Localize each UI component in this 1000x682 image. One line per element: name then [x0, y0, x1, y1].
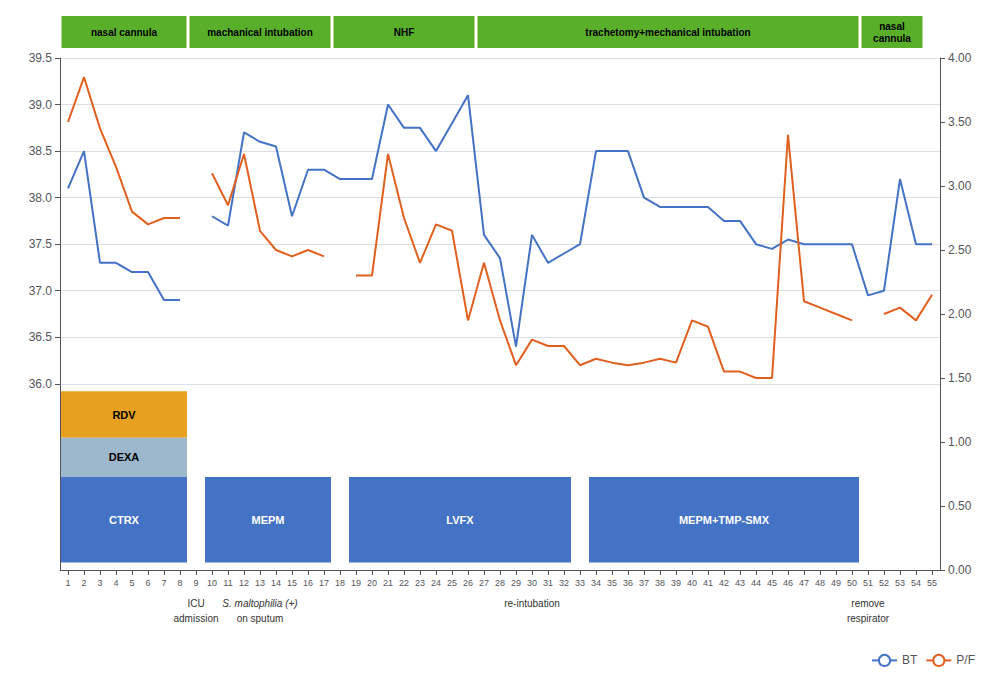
svg-text:0.00: 0.00 — [948, 563, 972, 577]
svg-text:49: 49 — [831, 578, 841, 588]
svg-text:5: 5 — [129, 578, 134, 588]
svg-text:6: 6 — [145, 578, 150, 588]
svg-text:P/F: P/F — [956, 653, 975, 667]
svg-text:45: 45 — [767, 578, 777, 588]
svg-text:1.00: 1.00 — [948, 435, 972, 449]
svg-text:24: 24 — [431, 578, 441, 588]
svg-text:NHF: NHF — [394, 27, 415, 38]
svg-text:trachetomy+mechanical intubati: trachetomy+mechanical intubation — [585, 27, 750, 38]
svg-text:40: 40 — [687, 578, 697, 588]
svg-text:LVFX: LVFX — [446, 514, 474, 526]
svg-text:36.5: 36.5 — [29, 330, 53, 344]
svg-text:machanical intubation: machanical intubation — [207, 27, 313, 38]
svg-text:11: 11 — [223, 578, 232, 588]
svg-text:42: 42 — [719, 578, 729, 588]
svg-text:17: 17 — [319, 578, 329, 588]
svg-text:8: 8 — [177, 578, 182, 588]
svg-text:30: 30 — [527, 578, 537, 588]
svg-text:38.0: 38.0 — [29, 191, 53, 205]
svg-text:19: 19 — [351, 578, 361, 588]
svg-text:15: 15 — [287, 578, 297, 588]
svg-text:54: 54 — [911, 578, 921, 588]
svg-text:31: 31 — [543, 578, 553, 588]
svg-text:cannula: cannula — [873, 33, 911, 44]
svg-text:MEPM+TMP-SMX: MEPM+TMP-SMX — [679, 514, 770, 526]
svg-text:respirator: respirator — [847, 613, 890, 624]
svg-text:18: 18 — [335, 578, 345, 588]
svg-text:38: 38 — [655, 578, 665, 588]
svg-text:37.0: 37.0 — [29, 284, 53, 298]
svg-text:39.5: 39.5 — [29, 51, 53, 65]
svg-text:53: 53 — [895, 578, 905, 588]
svg-text:3.50: 3.50 — [948, 115, 972, 129]
svg-text:3: 3 — [97, 578, 102, 588]
svg-text:34: 34 — [591, 578, 601, 588]
svg-text:MEPM: MEPM — [252, 514, 285, 526]
svg-text:7: 7 — [161, 578, 166, 588]
svg-text:2: 2 — [81, 578, 86, 588]
svg-text:47: 47 — [799, 578, 809, 588]
svg-text:38.5: 38.5 — [29, 144, 53, 158]
svg-text:39: 39 — [671, 578, 681, 588]
svg-text:RDV: RDV — [112, 409, 136, 421]
svg-text:13: 13 — [255, 578, 265, 588]
svg-text:43: 43 — [735, 578, 745, 588]
svg-text:29: 29 — [511, 578, 521, 588]
svg-text:28: 28 — [495, 578, 505, 588]
svg-text:14: 14 — [271, 578, 281, 588]
svg-text:CTRX: CTRX — [109, 514, 140, 526]
svg-text:9: 9 — [193, 578, 198, 588]
svg-text:44: 44 — [751, 578, 761, 588]
svg-text:16: 16 — [303, 578, 313, 588]
svg-text:nasal cannula: nasal cannula — [91, 27, 158, 38]
svg-text:0.50: 0.50 — [948, 499, 972, 513]
svg-text:DEXA: DEXA — [109, 451, 140, 463]
svg-text:39.0: 39.0 — [29, 98, 53, 112]
svg-text:25: 25 — [447, 578, 457, 588]
svg-text:1.50: 1.50 — [948, 371, 972, 385]
svg-text:41: 41 — [703, 578, 713, 588]
svg-text:22: 22 — [399, 578, 409, 588]
svg-text:ICU: ICU — [187, 598, 204, 609]
svg-text:55: 55 — [927, 578, 937, 588]
svg-text:27: 27 — [479, 578, 489, 588]
svg-text:37.5: 37.5 — [29, 237, 53, 251]
svg-text:BT: BT — [902, 653, 918, 667]
svg-text:20: 20 — [367, 578, 377, 588]
svg-text:35: 35 — [607, 578, 617, 588]
svg-text:2.50: 2.50 — [948, 243, 972, 257]
svg-text:nasal: nasal — [879, 21, 905, 32]
svg-text:26: 26 — [463, 578, 473, 588]
svg-text:4: 4 — [113, 578, 118, 588]
svg-text:1: 1 — [65, 578, 70, 588]
svg-text:51: 51 — [863, 578, 873, 588]
svg-text:36: 36 — [623, 578, 633, 588]
svg-text:4.00: 4.00 — [948, 51, 972, 65]
svg-text:2.00: 2.00 — [948, 307, 972, 321]
svg-text:S. maltophilia (+): S. maltophilia (+) — [222, 598, 297, 609]
svg-text:23: 23 — [415, 578, 425, 588]
svg-text:46: 46 — [783, 578, 793, 588]
svg-text:10: 10 — [207, 578, 217, 588]
svg-text:32: 32 — [559, 578, 569, 588]
svg-text:52: 52 — [879, 578, 889, 588]
svg-text:3.00: 3.00 — [948, 179, 972, 193]
svg-text:remove: remove — [851, 598, 885, 609]
svg-text:36.0: 36.0 — [29, 377, 53, 391]
svg-text:50: 50 — [847, 578, 857, 588]
svg-text:admission: admission — [173, 613, 218, 624]
svg-text:12: 12 — [239, 578, 249, 588]
svg-text:37: 37 — [639, 578, 649, 588]
svg-text:re-intubation: re-intubation — [504, 598, 560, 609]
svg-text:33: 33 — [575, 578, 585, 588]
svg-text:21: 21 — [383, 578, 393, 588]
svg-text:48: 48 — [815, 578, 825, 588]
svg-text:on sputum: on sputum — [237, 613, 284, 624]
